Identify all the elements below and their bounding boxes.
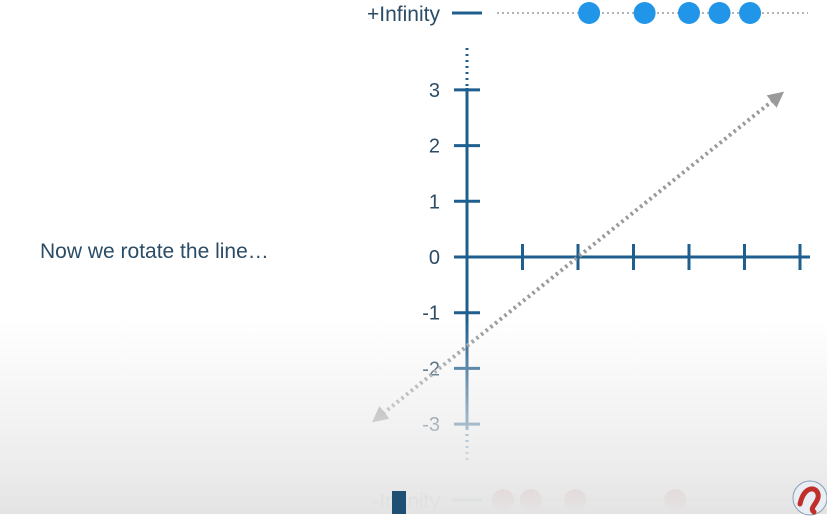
- cursor-marker: [392, 491, 406, 514]
- top-infinity-label: +Infinity: [367, 3, 440, 26]
- top-point: [578, 2, 601, 24]
- bottom-point: [564, 489, 587, 511]
- y-tick-label: -1: [422, 303, 440, 325]
- top-point: [708, 2, 731, 24]
- channel-logo: [792, 480, 827, 516]
- y-tick-label: 0: [429, 247, 440, 269]
- y-tick-label: 1: [429, 191, 440, 213]
- y-tick-label: 2: [429, 136, 440, 158]
- bottom-point: [519, 489, 542, 511]
- y-tick-label: 3: [429, 80, 440, 102]
- top-point: [678, 2, 700, 24]
- bottom-infinity-label: -Infinity: [372, 490, 440, 513]
- bottom-point: [664, 489, 687, 511]
- top-point: [633, 2, 656, 24]
- top-point: [739, 2, 762, 24]
- bottom-point: [492, 489, 515, 511]
- caption-text: Now we rotate the line…: [40, 240, 269, 263]
- y-tick-label: -3: [422, 414, 440, 436]
